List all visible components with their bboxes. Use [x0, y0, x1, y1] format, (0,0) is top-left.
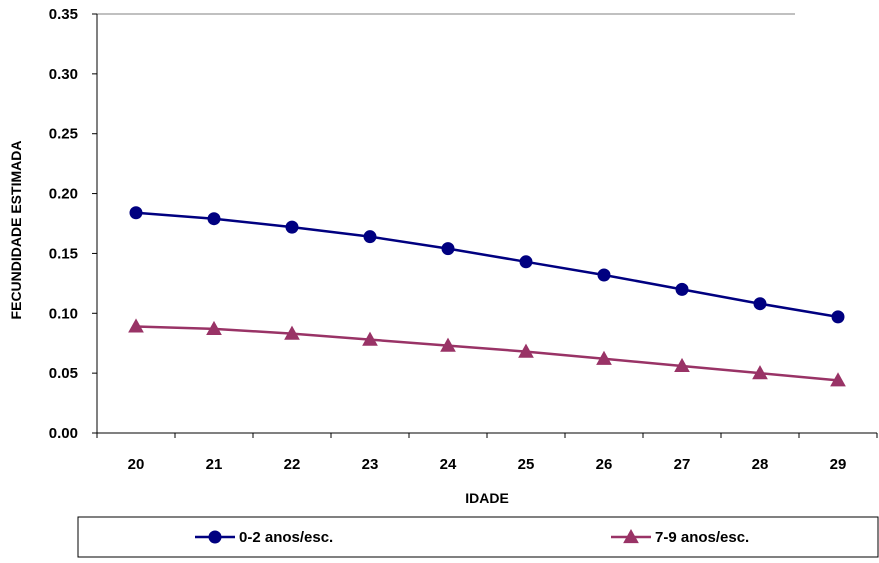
y-tick-label: 0.05 — [49, 365, 78, 382]
legend-items: 0-2 anos/esc. 7-9 anos/esc. — [195, 528, 749, 546]
data-point — [129, 206, 143, 220]
data-point — [363, 230, 377, 244]
x-tick-label: 20 — [128, 456, 145, 473]
x-tick-label: 29 — [830, 456, 847, 473]
legend-box — [77, 516, 879, 558]
legend-marker — [623, 528, 639, 544]
series-line — [135, 325, 839, 382]
data-point — [518, 343, 534, 358]
data-point — [675, 282, 689, 296]
legend-label: 7-9 anos/esc. — [655, 529, 749, 546]
data-point — [128, 318, 144, 333]
series-2 — [128, 318, 846, 387]
x-tick-label: 25 — [518, 456, 535, 473]
y-tick-label: 0.00 — [49, 425, 78, 442]
y-tick-label: 0.25 — [49, 126, 78, 143]
x-axis-title: IDADE — [465, 490, 509, 506]
y-tick-label: 0.35 — [49, 6, 78, 23]
data-point — [752, 365, 768, 380]
series-layer — [128, 206, 846, 387]
data-point — [830, 372, 846, 387]
x-tick-label: 26 — [596, 456, 613, 473]
data-point — [206, 320, 222, 335]
x-ticks: 20 21 22 23 24 25 26 27 28 29 — [96, 433, 878, 473]
x-tick-label: 22 — [284, 456, 301, 473]
series-1 — [129, 206, 845, 324]
data-point — [284, 325, 300, 340]
legend-marker — [208, 530, 222, 544]
y-axis-title: FECUNDIDADE ESTIMADA — [8, 141, 24, 320]
legend: 0-2 anos/esc. 7-9 anos/esc. — [77, 516, 879, 558]
data-point — [674, 357, 690, 373]
x-tick-label: 28 — [752, 456, 769, 473]
data-point — [753, 297, 767, 311]
y-tick-label: 0.20 — [49, 186, 78, 203]
data-point — [519, 255, 533, 269]
data-point — [285, 220, 299, 234]
data-point — [596, 350, 612, 365]
y-tick-label: 0.10 — [49, 305, 78, 322]
y-ticks: 0.00 0.05 0.10 0.15 0.20 0.25 0.30 0.35 — [49, 6, 97, 442]
series-line — [135, 211, 839, 319]
data-point — [362, 331, 378, 346]
data-point — [440, 337, 456, 352]
data-point — [207, 212, 221, 226]
x-tick-label: 27 — [674, 456, 691, 473]
y-tick-label: 0.30 — [49, 66, 78, 83]
x-tick-label: 23 — [362, 456, 379, 473]
data-point — [597, 268, 611, 282]
legend-entry: 7-9 anos/esc. — [611, 528, 749, 546]
legend-entry: 0-2 anos/esc. — [195, 529, 333, 546]
x-tick-label: 21 — [206, 456, 223, 473]
data-point — [441, 242, 455, 256]
legend-label: 0-2 anos/esc. — [239, 529, 333, 546]
x-tick-label: 24 — [440, 456, 457, 473]
data-point — [831, 310, 845, 324]
y-tick-label: 0.15 — [49, 245, 78, 262]
